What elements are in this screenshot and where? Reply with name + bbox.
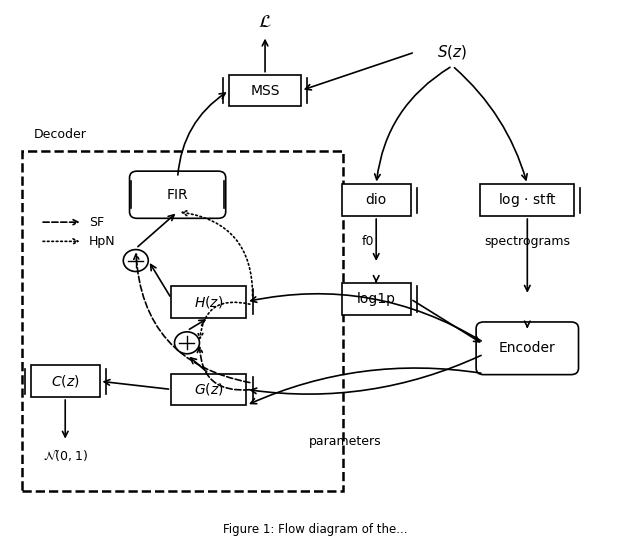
Text: log $\cdot$ stft: log $\cdot$ stft xyxy=(498,191,557,209)
Text: spectrograms: spectrograms xyxy=(484,235,570,248)
Bar xyxy=(171,286,246,317)
Text: parameters: parameters xyxy=(309,435,381,448)
FancyBboxPatch shape xyxy=(130,171,226,218)
Text: HpN: HpN xyxy=(89,235,115,248)
Bar xyxy=(481,184,574,216)
Bar xyxy=(21,151,343,491)
Bar xyxy=(31,365,100,397)
Text: dio: dio xyxy=(365,193,387,207)
Bar xyxy=(229,75,301,106)
Text: Encoder: Encoder xyxy=(499,341,556,355)
Circle shape xyxy=(123,250,148,271)
FancyBboxPatch shape xyxy=(476,322,578,375)
Text: $G(z)$: $G(z)$ xyxy=(194,382,224,397)
Circle shape xyxy=(175,332,200,354)
Text: f0: f0 xyxy=(362,235,374,248)
Text: MSS: MSS xyxy=(250,84,280,98)
Text: $\mathcal{N}(0,1)$: $\mathcal{N}(0,1)$ xyxy=(43,447,88,463)
Text: Decoder: Decoder xyxy=(34,128,87,141)
Bar xyxy=(171,373,246,406)
Text: FIR: FIR xyxy=(167,188,188,202)
Text: SF: SF xyxy=(89,216,104,229)
Text: $H(z)$: $H(z)$ xyxy=(194,294,224,310)
Text: $C(z)$: $C(z)$ xyxy=(51,373,79,389)
Text: $S(z)$: $S(z)$ xyxy=(437,43,467,61)
Text: log1p: log1p xyxy=(357,292,396,306)
Text: Figure 1: Flow diagram of the...: Figure 1: Flow diagram of the... xyxy=(223,523,407,536)
Bar xyxy=(342,283,411,315)
Bar xyxy=(342,184,411,216)
Text: $\mathcal{L}$: $\mathcal{L}$ xyxy=(258,13,272,31)
